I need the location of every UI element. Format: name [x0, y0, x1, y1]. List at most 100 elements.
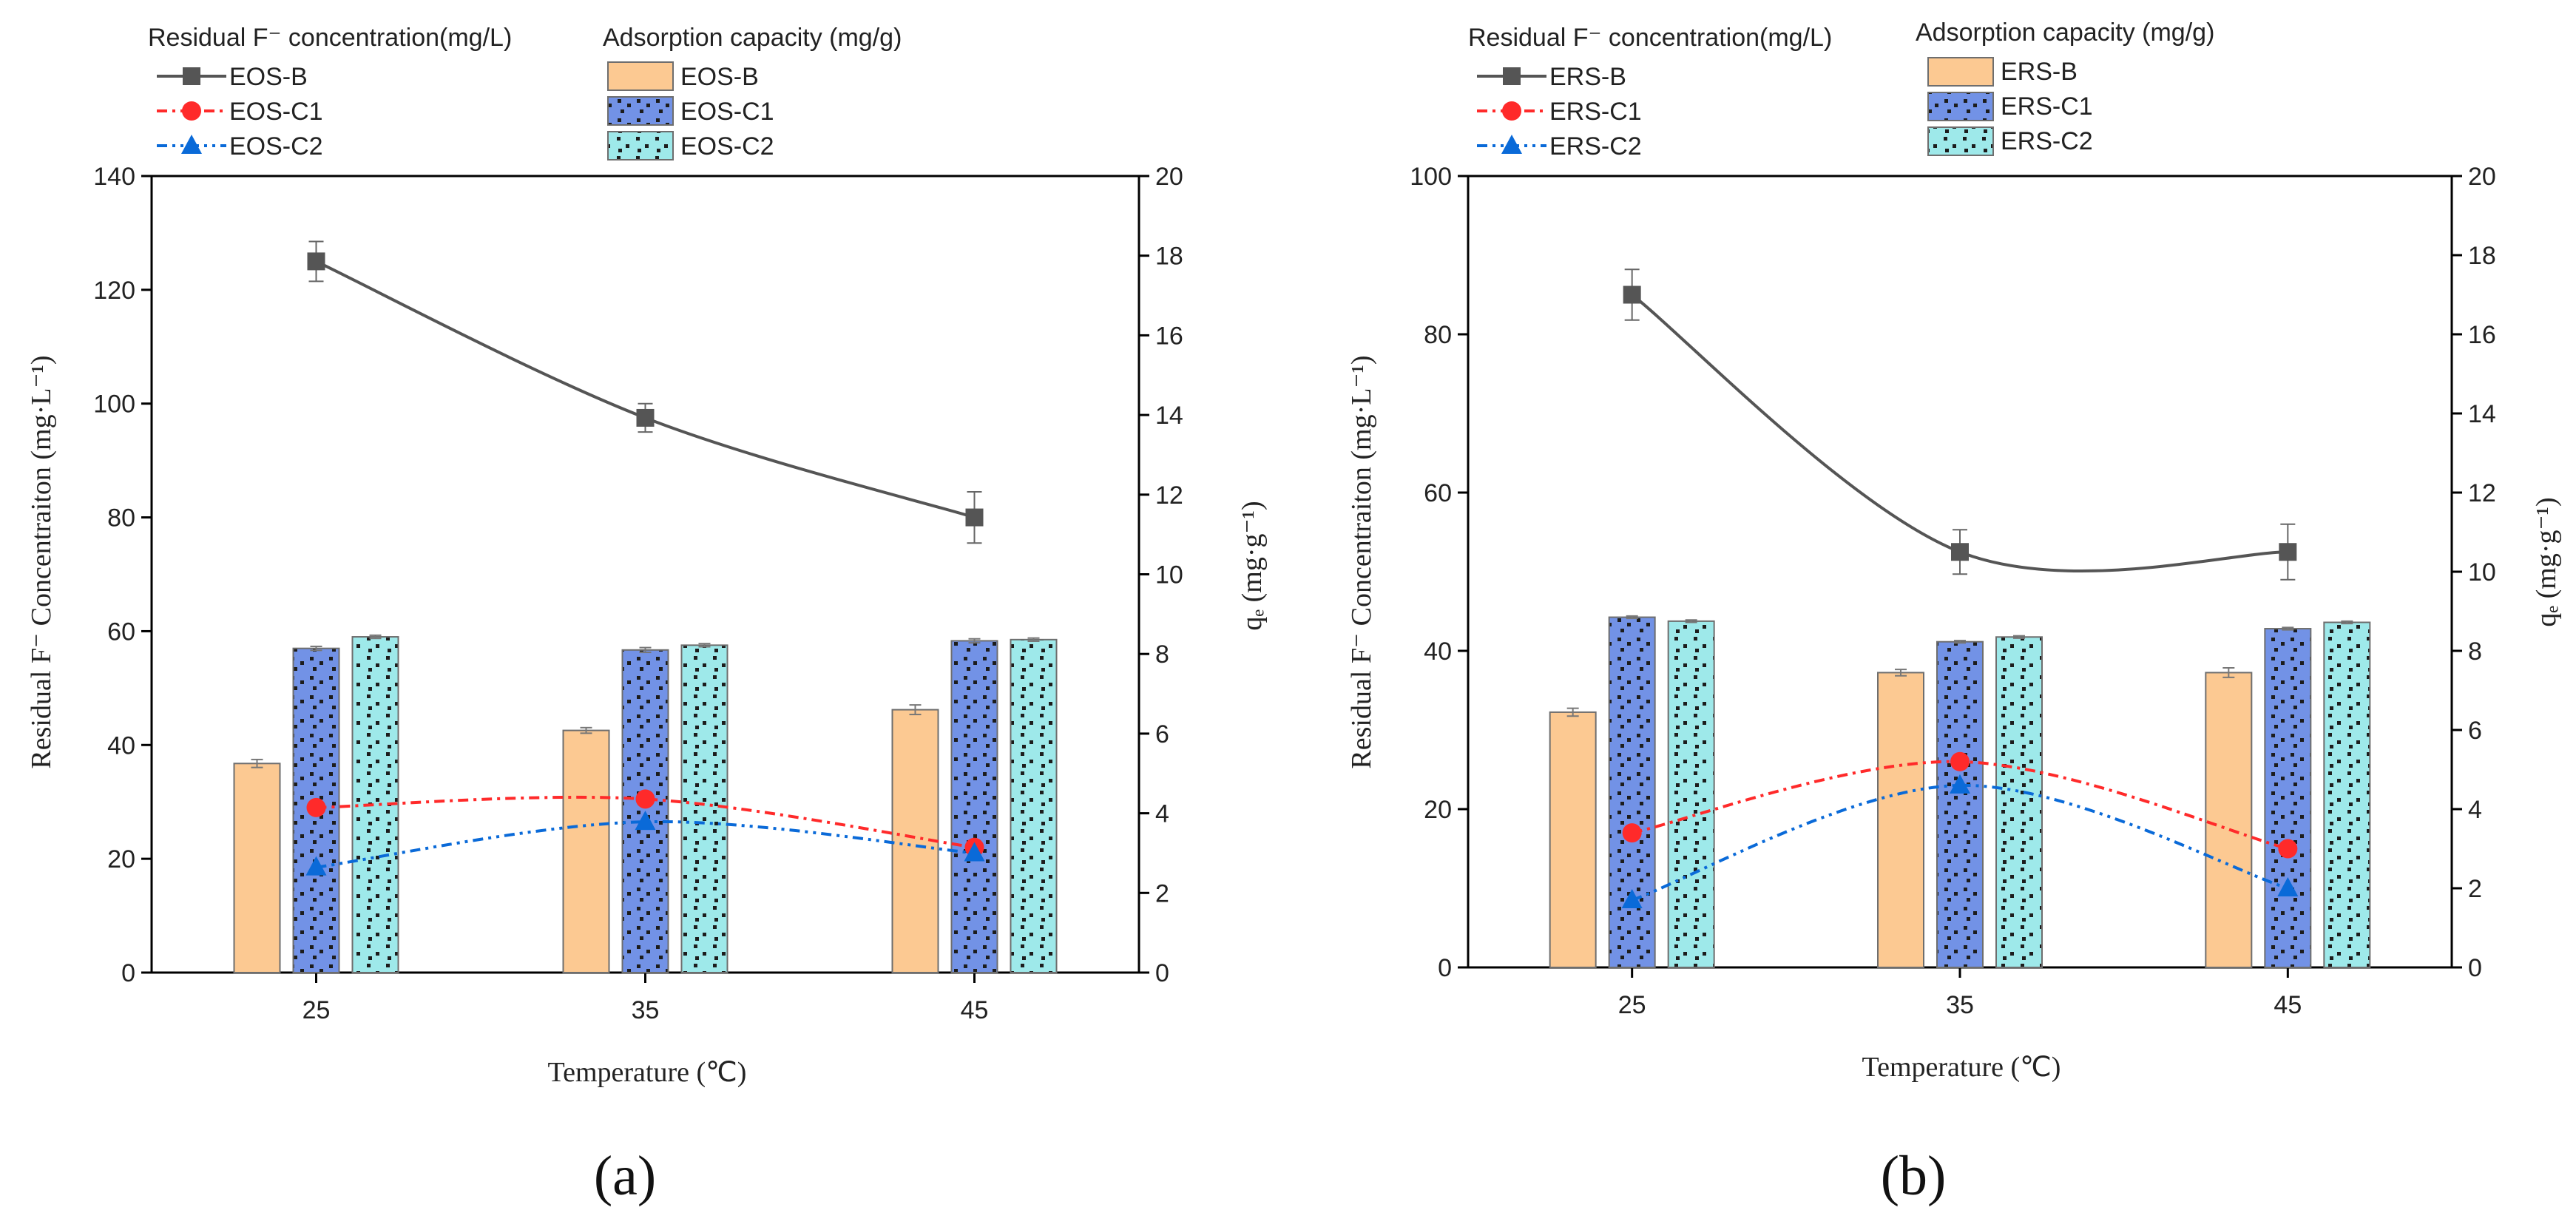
panel-b-label: (b) [1881, 1145, 1947, 1207]
panel-a-series-line [316, 819, 975, 869]
panel-b-point [1623, 285, 1641, 304]
panel-b-legend-marker [1503, 67, 1521, 85]
panel-a-legend-marker [182, 101, 201, 121]
panel-a-bar [233, 763, 281, 973]
panel-a-x-axis-title: Temperature (℃) [548, 1057, 747, 1088]
panel-b-y2-tick-label: 4 [2468, 796, 2482, 824]
panel-b-y-tick-label: 0 [1438, 954, 1452, 982]
panel-a-x-tick-label: 35 [632, 996, 660, 1024]
panel-a-plot-area: 0 20 40 60 80 100 120 140 0 2 4 6 8 10 12 14 16 18 20 25 35 4… [93, 61, 1183, 1024]
panel-b-point [1621, 889, 1643, 909]
panel-a-y-tick-label: 40 [107, 731, 135, 760]
panel-b-y-tick-label: 100 [1410, 163, 1452, 191]
panel-a-legend-marker [183, 67, 200, 85]
panel-a-y2-tick-label: 12 [1155, 481, 1183, 510]
panel-b-legend-bar-label: ERS-C1 [2001, 92, 2093, 121]
panel-b-legend-bar-swatch [1927, 92, 1994, 121]
panel-b-point [1950, 774, 1970, 794]
panel-a-legend-line-label: EOS-C2 [229, 132, 323, 160]
panel-b-y-tick-label: 40 [1424, 638, 1452, 666]
panel-a-legend-marker [181, 135, 202, 154]
panel-b-bar [1995, 636, 2043, 969]
panel-b-legend-bar-title: Adsorption capacity (mg/g) [1916, 18, 2214, 47]
panel-a-y2-tick-label: 18 [1155, 243, 1183, 271]
panel-b-legend-line-label: ERS-C2 [1549, 132, 1642, 160]
panel-b-legend-line-label: ERS-C1 [1549, 98, 1642, 126]
panel-b-bar [2205, 672, 2253, 968]
panel-b-bar [1877, 672, 1924, 968]
panel-a-point [306, 797, 326, 817]
panel-b-series-line [1632, 783, 2288, 902]
panel-b-y2-tick-label: 14 [2468, 400, 2496, 428]
panel-b-y2-tick-label: 2 [2468, 875, 2482, 903]
panel-b-legend-line-label: ERS-B [1549, 63, 1626, 91]
panel-a-series-line [315, 260, 976, 519]
panel-b-point [1950, 751, 1970, 771]
panel-a-y2-tick-label: 2 [1155, 879, 1169, 907]
panel-b-point [1622, 823, 1642, 843]
panel-a-y2-tick-label: 14 [1155, 402, 1183, 430]
panel-b-legend-bar-label: ERS-B [2001, 58, 2078, 86]
panel-a-y-tick-label: 100 [93, 391, 135, 419]
panel-b-bar [1936, 640, 1984, 968]
panel-b-legend-line-title: Residual F⁻ concentration(mg/L) [1468, 24, 1832, 52]
panel-b-y-tick-label: 80 [1424, 321, 1452, 349]
panel-a-y-axis-title: Residual F⁻ Concentraiton (mg·L⁻¹) [26, 355, 57, 768]
panel-a: 0 20 40 60 80 100 120 140 0 2 4 6 8 10 12 14 16 18 20 25 35 4… [26, 24, 1268, 1207]
panel-a-point [636, 408, 655, 427]
panel-b-legend-bar-swatch [1927, 57, 1994, 87]
panel-a-y2-tick-label: 8 [1155, 640, 1169, 669]
panel-a-bar [562, 729, 610, 973]
panel-a-bar [680, 644, 728, 974]
panel-a-y-tick-label: 20 [107, 845, 135, 873]
panel-b-y-tick-label: 20 [1424, 796, 1452, 824]
panel-b-x-tick-label: 35 [1946, 991, 1974, 1019]
panel-b-bar [1608, 616, 1656, 969]
panel-a-legend-bar-swatch [607, 61, 674, 91]
panel-b-y2-tick-label: 0 [2468, 954, 2482, 982]
panel-a-y-tick-label: 80 [107, 504, 135, 533]
panel-a-legend-bar-swatch [607, 96, 674, 126]
panel-b-legend-marker [1501, 135, 1522, 154]
panel-b-y2-tick-label: 10 [2468, 558, 2496, 587]
panel-a-x-tick-label: 45 [961, 996, 989, 1024]
panel-b-x-tick-label: 45 [2274, 991, 2302, 1019]
panel-b-y2-tick-label: 8 [2468, 638, 2482, 666]
panel-b-point [2277, 877, 2299, 896]
panel-b-x-tick-label: 25 [1618, 991, 1646, 1019]
panel-a-point [964, 842, 985, 862]
panel-a-point [965, 508, 984, 527]
panel-a-y2-axis-title: qₑ (mg·g⁻¹) [1237, 501, 1268, 630]
panel-b-bar [2323, 621, 2371, 968]
panel-b-legend-marker [1502, 101, 1521, 121]
panel-a-legend-line-label: EOS-C1 [229, 98, 323, 126]
panel-b-legend-bar-label: ERS-C2 [2001, 127, 2093, 155]
panel-a-point [635, 811, 656, 831]
panel-b-x-axis-title: Temperature (℃) [1862, 1052, 2061, 1083]
panel-a-legend-bar-label: EOS-B [680, 63, 759, 91]
panel-b-bar [2264, 628, 2312, 968]
panel-a-y2-tick-label: 0 [1155, 959, 1169, 987]
panel-b-point [2278, 839, 2298, 859]
panel-a-y2-tick-label: 16 [1155, 322, 1183, 350]
panel-a-y2-tick-label: 6 [1155, 720, 1169, 748]
panel-a-point [635, 789, 655, 809]
panel-b-y-axis-title: Residual F⁻ Concentraiton (mg·L⁻¹) [1346, 355, 1377, 768]
panel-a-label: (a) [594, 1145, 656, 1207]
panel-b-bar [1549, 711, 1597, 968]
panel-a-series-line [316, 795, 975, 849]
panel-a-bar [1010, 638, 1058, 974]
panel-b-point [1951, 543, 1969, 561]
panel-a-point [307, 252, 325, 271]
panel-a-point [305, 856, 327, 876]
panel-b-point [2279, 543, 2297, 561]
panel-b-y2-tick-label: 18 [2468, 242, 2496, 270]
panel-a-legend-line-label: EOS-B [229, 63, 308, 91]
panel-a-legend-line-title: Residual F⁻ concentration(mg/L) [148, 24, 512, 52]
panel-a-y2-tick-label: 10 [1155, 561, 1183, 589]
panel-b-legend-bar-swatch [1927, 126, 1994, 156]
panel-a-y2-tick-label: 4 [1155, 800, 1169, 828]
panel-b-y2-tick-label: 12 [2468, 479, 2496, 507]
panel-a-y-tick-label: 120 [93, 277, 135, 305]
panel-b-plot-area: 0 20 40 60 80 100 0 2 4 6 8 10 12 14 16 18 20 25 35 45 [1410, 57, 2496, 1019]
